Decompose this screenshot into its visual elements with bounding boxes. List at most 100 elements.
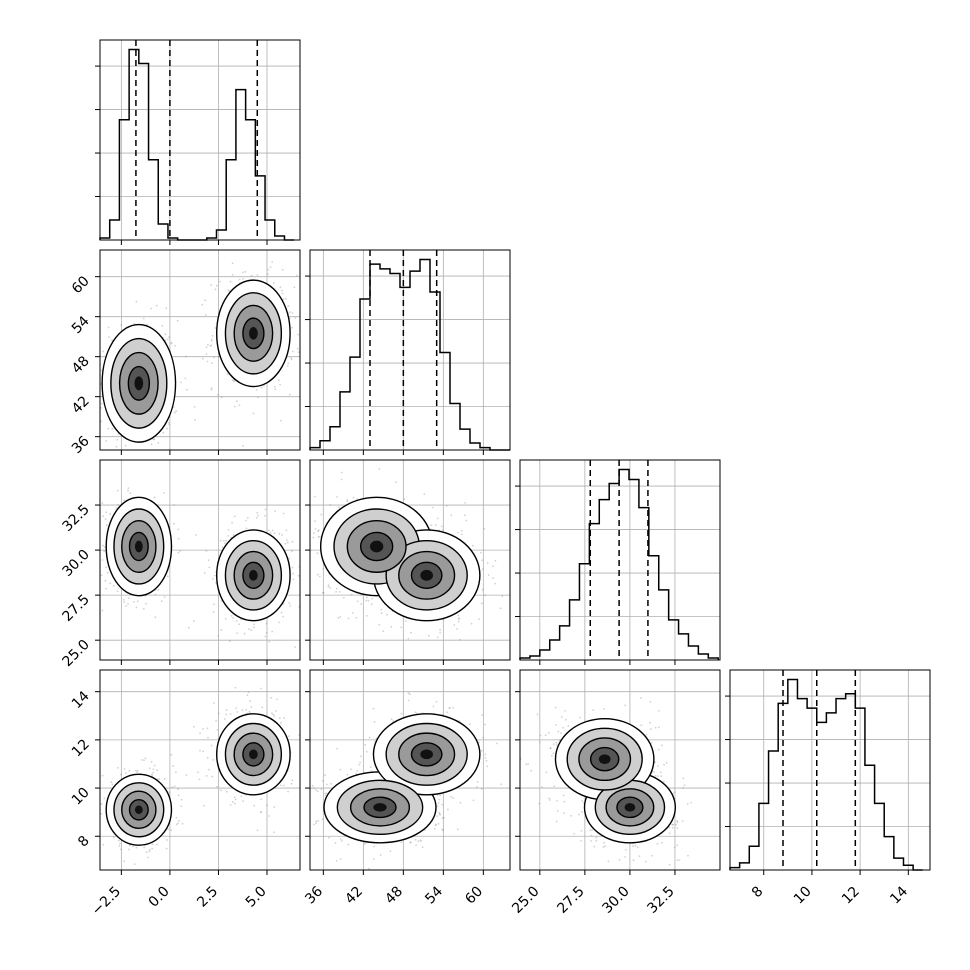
sample-point <box>382 630 385 632</box>
sample-point <box>480 788 483 790</box>
sample-point <box>260 798 262 801</box>
sample-point <box>100 420 103 423</box>
sample-point <box>452 707 454 709</box>
sample-point <box>481 568 484 571</box>
sample-point <box>217 635 220 637</box>
sample-point <box>147 856 150 859</box>
sample-point <box>234 686 237 689</box>
sample-point <box>549 799 551 801</box>
sample-point <box>223 540 225 542</box>
sample-point <box>687 854 689 857</box>
sample-point <box>346 499 349 501</box>
sample-point <box>313 294 315 296</box>
sample-point <box>676 859 679 862</box>
sample-point <box>260 386 263 389</box>
sample-point <box>167 875 169 877</box>
sample-point <box>256 511 259 514</box>
sample-point <box>103 797 106 800</box>
sample-point <box>214 288 217 291</box>
sample-point <box>327 585 330 588</box>
sample-point <box>618 858 621 861</box>
sample-point <box>224 618 227 620</box>
sample-point <box>317 820 320 822</box>
sample-point <box>486 765 489 768</box>
sample-point <box>595 836 598 839</box>
sample-point <box>678 859 681 861</box>
sample-point <box>414 838 417 841</box>
sample-point <box>450 795 453 798</box>
sample-point <box>675 823 678 826</box>
sample-point <box>256 274 259 276</box>
sample-point <box>436 636 439 639</box>
sample-point <box>274 510 277 512</box>
sample-point <box>204 314 207 316</box>
sample-point <box>409 841 412 844</box>
sample-point <box>665 761 668 764</box>
sample-point <box>97 561 99 563</box>
sample-point <box>346 500 349 503</box>
sample-point <box>553 785 556 788</box>
sample-point <box>304 813 306 815</box>
sample-point <box>170 342 173 345</box>
sample-point <box>115 445 118 448</box>
sample-point <box>485 759 488 762</box>
sample-point <box>487 574 490 576</box>
histogram-steps <box>729 678 923 871</box>
sample-point <box>253 623 256 626</box>
sample-point <box>87 381 89 383</box>
sample-point <box>442 829 444 832</box>
sample-point <box>264 635 267 638</box>
sample-point <box>163 596 166 598</box>
sample-point <box>100 803 103 805</box>
sample-point <box>123 860 126 863</box>
sample-point <box>400 841 403 844</box>
sample-point <box>322 591 324 594</box>
sample-point <box>668 832 671 835</box>
sample-point <box>484 723 486 726</box>
sample-point <box>500 783 503 786</box>
sample-point <box>439 814 441 816</box>
sample-point <box>231 379 234 381</box>
sample-point <box>229 640 231 643</box>
sample-point <box>213 702 216 704</box>
sample-point <box>101 559 104 561</box>
sample-point <box>494 582 496 585</box>
sample-point <box>229 280 232 283</box>
sample-point <box>470 622 473 625</box>
sample-point <box>168 791 171 794</box>
sample-point <box>414 711 417 714</box>
sample-point <box>367 599 370 602</box>
sample-point <box>305 765 307 767</box>
sample-point <box>234 798 237 801</box>
sample-point <box>122 599 125 601</box>
sample-point <box>556 800 558 802</box>
sample-point <box>590 840 592 842</box>
sample-point <box>123 768 126 770</box>
sample-point <box>205 353 208 355</box>
sample-point <box>155 304 158 307</box>
sample-point <box>177 794 180 797</box>
sample-point <box>105 587 107 590</box>
sample-point <box>144 757 147 760</box>
sample-point <box>154 616 157 619</box>
sample-point <box>202 357 204 360</box>
sample-point <box>486 562 489 564</box>
sample-point <box>288 393 291 396</box>
sample-point <box>112 584 115 587</box>
density-contour <box>134 376 144 391</box>
sample-point <box>291 312 294 314</box>
sample-point <box>129 492 132 494</box>
sample-point <box>95 373 97 375</box>
sample-point <box>255 516 258 519</box>
sample-point <box>310 577 312 579</box>
sample-point <box>90 549 92 551</box>
sample-point <box>269 266 272 268</box>
sample-point <box>177 788 180 791</box>
sample-point <box>437 822 440 825</box>
sample-point <box>211 362 213 364</box>
sample-point <box>273 385 276 388</box>
sample-point <box>683 784 686 787</box>
sample-point <box>242 800 244 803</box>
sample-point <box>94 344 96 346</box>
sample-point <box>168 423 171 426</box>
